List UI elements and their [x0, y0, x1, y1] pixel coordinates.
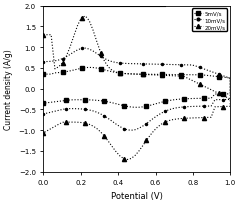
X-axis label: Potential (V): Potential (V)	[111, 191, 163, 200]
Y-axis label: Current density (A/g): Current density (A/g)	[4, 49, 13, 129]
Legend: 5mV/s, 10mV/s, 20mV/s: 5mV/s, 10mV/s, 20mV/s	[192, 9, 228, 32]
